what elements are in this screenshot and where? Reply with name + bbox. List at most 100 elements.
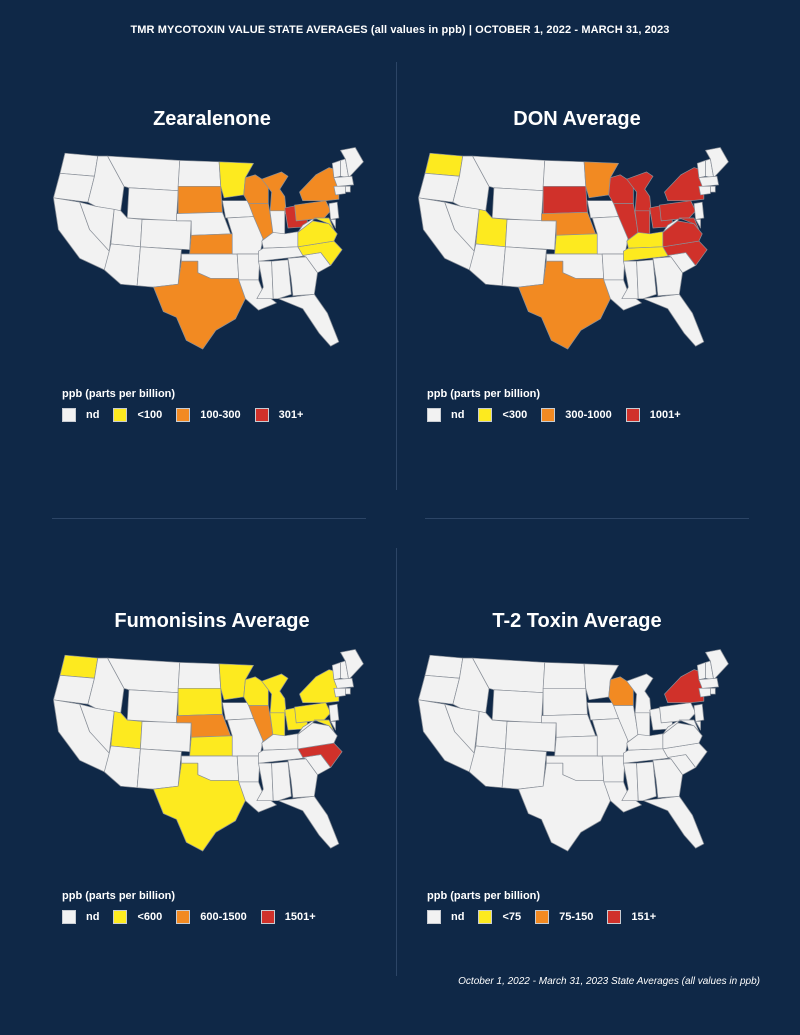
state-nd <box>542 662 587 689</box>
state-ct <box>698 185 711 196</box>
state-vt <box>331 662 341 681</box>
legend-label: 75-150 <box>559 911 594 923</box>
legend-item-mid: 100-300 <box>176 408 241 422</box>
divider-vertical-top <box>396 62 397 490</box>
state-la <box>603 781 642 813</box>
legend-item-nd: nd <box>62 910 99 924</box>
legend-swatch <box>254 408 269 422</box>
state-al <box>636 761 657 801</box>
state-nd <box>542 160 587 187</box>
us-map-fumonisins <box>53 649 364 852</box>
state-ny <box>664 669 705 704</box>
state-vt <box>331 160 341 179</box>
state-pa <box>659 200 697 222</box>
state-ma <box>333 175 354 187</box>
state-pa <box>294 702 332 724</box>
legend-label: 1001+ <box>649 409 681 421</box>
state-wv <box>662 217 680 233</box>
state-ny <box>299 669 340 704</box>
state-az <box>103 243 141 287</box>
legend-label: nd <box>451 911 465 923</box>
legend-label: <600 <box>137 911 163 923</box>
state-de <box>330 219 336 229</box>
state-wv <box>297 719 315 735</box>
legend-swatch <box>427 408 441 422</box>
legend-title: ppb (parts per billion) <box>62 388 176 400</box>
legend-item-high: 1501+ <box>260 910 316 924</box>
legend-label: 300-1000 <box>565 409 612 421</box>
state-ar <box>601 253 626 281</box>
state-ma <box>698 175 719 187</box>
state-nd <box>177 662 222 689</box>
legend-swatch <box>62 910 76 924</box>
legend-swatch <box>176 408 191 422</box>
state-nv <box>79 201 115 252</box>
legend-item-nd: nd <box>427 910 464 924</box>
legend-item-high: 1001+ <box>625 408 681 422</box>
legend: ppb (parts per billion) nd <600 600-1500… <box>62 890 330 924</box>
panel-title: Fumonisins Average <box>114 610 310 632</box>
state-nm <box>501 246 547 288</box>
panel-fumonisins: Fumonisins Average ppb (parts per billio… <box>22 608 402 1008</box>
state-al <box>271 761 292 801</box>
state-az <box>103 745 141 789</box>
legend-label: nd <box>86 911 100 923</box>
state-la <box>603 279 642 311</box>
page-title: TMR MYCOTOXIN VALUE STATE AVERAGES (all … <box>130 24 670 36</box>
state-me <box>705 649 729 681</box>
state-me <box>340 147 364 179</box>
state-ms <box>256 762 274 801</box>
legend-item-mid: 600-1500 <box>176 910 247 924</box>
panel-t2-toxin: T-2 Toxin Average ppb (parts per billion… <box>387 608 767 1008</box>
state-pa <box>659 702 697 724</box>
us-map-don <box>418 147 729 350</box>
state-wy <box>491 187 544 222</box>
state-la <box>238 781 277 813</box>
state-sd <box>542 687 588 717</box>
state-or <box>418 173 460 203</box>
state-md <box>313 217 335 230</box>
state-vt <box>696 160 706 179</box>
legend-item-low: <75 <box>478 910 521 924</box>
legend-swatch <box>176 910 191 924</box>
state-mi <box>261 171 289 215</box>
state-mi <box>626 171 654 215</box>
legend-swatch <box>113 910 128 924</box>
state-co <box>505 219 557 251</box>
state-az <box>468 243 506 287</box>
legend-item-low: <300 <box>478 408 527 422</box>
panel-title: T-2 Toxin Average <box>492 610 662 632</box>
legend-swatch <box>260 910 275 924</box>
state-nm <box>136 748 182 790</box>
state-ri <box>710 687 716 695</box>
state-nj <box>328 201 340 220</box>
state-wv <box>662 719 680 735</box>
state-wy <box>126 187 179 222</box>
legend-item-mid: 75-150 <box>535 910 593 924</box>
legend-swatch <box>478 408 493 422</box>
state-al <box>636 259 657 299</box>
state-or <box>53 173 95 203</box>
legend-swatch <box>625 408 640 422</box>
legend-label: 151+ <box>631 911 657 923</box>
legend: ppb (parts per billion) nd <75 75-150 15… <box>427 890 670 924</box>
state-ct <box>333 185 346 196</box>
legend-item-nd: nd <box>62 408 99 422</box>
state-ny <box>299 167 340 202</box>
legend-item-high: 301+ <box>254 408 303 422</box>
state-nv <box>79 703 115 754</box>
state-mi <box>261 673 289 717</box>
state-fl <box>642 293 705 347</box>
state-wa <box>424 654 464 679</box>
panel-zearalenone: Zearalenone ppb (parts per billion) nd <… <box>22 106 402 506</box>
legend: ppb (parts per billion) nd <100 100-300 … <box>62 388 317 422</box>
legend-item-low: <600 <box>113 910 162 924</box>
state-pa <box>294 200 332 222</box>
state-md <box>678 719 700 732</box>
state-fl <box>642 795 705 849</box>
state-nj <box>693 703 705 722</box>
panel-don: DON Average ppb (parts per billion) nd <… <box>387 106 767 506</box>
state-ma <box>333 677 354 689</box>
state-fl <box>277 293 340 347</box>
state-de <box>330 721 336 731</box>
